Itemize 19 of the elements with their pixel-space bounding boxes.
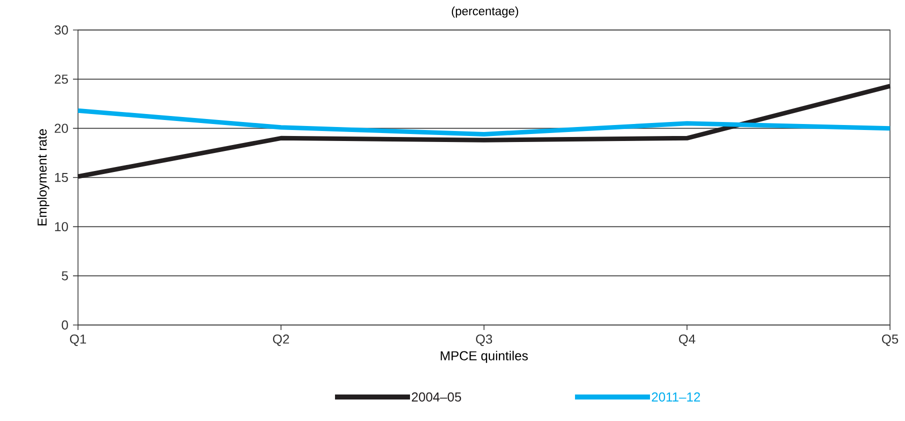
text: 2004–05: [412, 392, 462, 402]
text: 2011–12: [652, 392, 700, 402]
y-tick-label: 20: [54, 124, 68, 133]
x-tick-label: Q3: [476, 334, 492, 346]
chart-subtitle: (percentage): [452, 6, 518, 18]
x-tick-label: Q5: [882, 334, 898, 346]
x-tick-label: Q2: [272, 334, 289, 346]
y-tick-label: 25: [54, 74, 68, 84]
y-tick-label: 5: [62, 271, 68, 280]
y-tick-label: 30: [54, 25, 68, 35]
y-axis-title: Employment rate: [37, 129, 50, 226]
y-tick-label: 10: [55, 222, 68, 232]
x-axis-title: MPCE quintiles: [440, 350, 528, 363]
y-tick-label: 15: [55, 172, 68, 182]
line-series: [76, 108, 892, 136]
x-tick-label: Q1: [70, 334, 86, 346]
y-tick-label: 0: [62, 320, 68, 330]
line-series: [76, 84, 892, 179]
x-tick-label: Q4: [678, 334, 696, 346]
